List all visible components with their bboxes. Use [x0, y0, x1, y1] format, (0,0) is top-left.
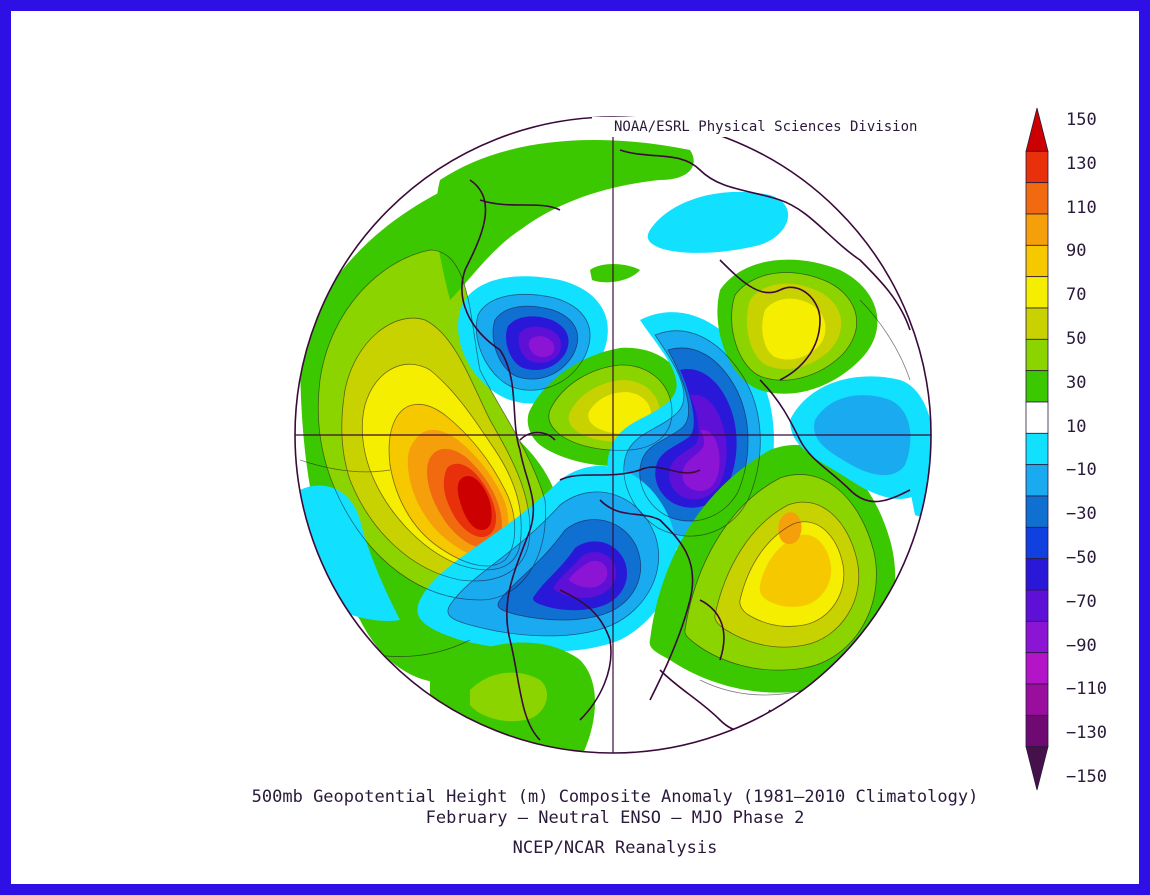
colorbar-swatch: [1025, 683, 1049, 716]
colorbar-swatch: [1025, 307, 1049, 340]
colorbar-swatch: [1025, 213, 1049, 246]
colorbar-tick-label: 110: [1066, 197, 1097, 218]
colorbar-swatch: [1025, 652, 1049, 685]
colorbar-swatch: [1025, 107, 1049, 152]
colorbar-swatch: [1025, 150, 1049, 184]
axis-lines: [295, 117, 931, 753]
caption-source: NCEP/NCAR Reanalysis: [512, 838, 718, 858]
colorbar-tick-label: −50: [1066, 548, 1097, 568]
colorbar-tick-label: −70: [1066, 591, 1097, 612]
positive-anomaly-small-arctic: [590, 264, 640, 283]
negative-anomaly-eastern-canada: [417, 465, 677, 652]
colorbar-tick-label: 30: [1066, 372, 1087, 393]
negative-anomaly-central-asia: [910, 475, 931, 517]
colorbar-swatch: [1025, 464, 1049, 497]
colorbar-swatch: [1025, 401, 1049, 434]
colorbar-swatch: [1025, 244, 1049, 278]
colorbar-swatch: [1025, 558, 1049, 591]
colorbar-tick-label: 70: [1066, 285, 1087, 306]
colorbar-swatch: [1025, 526, 1049, 560]
colorbar-tick-label: 130: [1066, 153, 1097, 174]
colorbar-swatch: [1025, 432, 1049, 466]
colorbar-tick-label: 10: [1066, 416, 1087, 437]
colorbar-tick-label: −110: [1066, 679, 1107, 700]
colorbar-swatch: [1025, 182, 1049, 215]
colorbar-tick-label: −30: [1066, 504, 1097, 525]
colorbar-tick-label: −90: [1066, 635, 1097, 656]
colorbar-tick-label: −130: [1066, 723, 1107, 744]
colorbar-swatch: [1025, 276, 1049, 309]
colorbar-tick-label: −10: [1066, 460, 1097, 481]
colorbar: [1025, 107, 1049, 791]
caption-title: 500mb Geopotential Height (m) Composite …: [251, 787, 979, 807]
colorbar-tick-label: −150: [1066, 767, 1107, 787]
credit-label: NOAA/ESRL Physical Sciences Division: [614, 119, 918, 135]
colorbar-tick-label: 50: [1066, 329, 1087, 349]
colorbar-swatch: [1025, 589, 1049, 622]
colorbar-tick-label: 150: [1066, 110, 1097, 130]
negative-anomaly-northern-russia: [647, 191, 789, 253]
colorbar-swatch: [1025, 495, 1049, 528]
colorbar-swatch: [1025, 338, 1049, 372]
credit-box: [592, 117, 932, 137]
positive-anomaly-arctic-canada-green: [435, 140, 694, 300]
colorbar-swatch: [1025, 620, 1049, 654]
colorbar-swatch: [1025, 370, 1049, 403]
colorbar-swatch: [1025, 746, 1049, 791]
caption-subtitle: February – Neutral ENSO – MJO Phase 2: [425, 808, 805, 828]
colorbar-tick-label: 90: [1066, 241, 1087, 262]
colorbar-swatch: [1025, 714, 1049, 748]
contour-lines: [299, 249, 911, 696]
positive-anomaly-europe-urals: [717, 259, 878, 394]
